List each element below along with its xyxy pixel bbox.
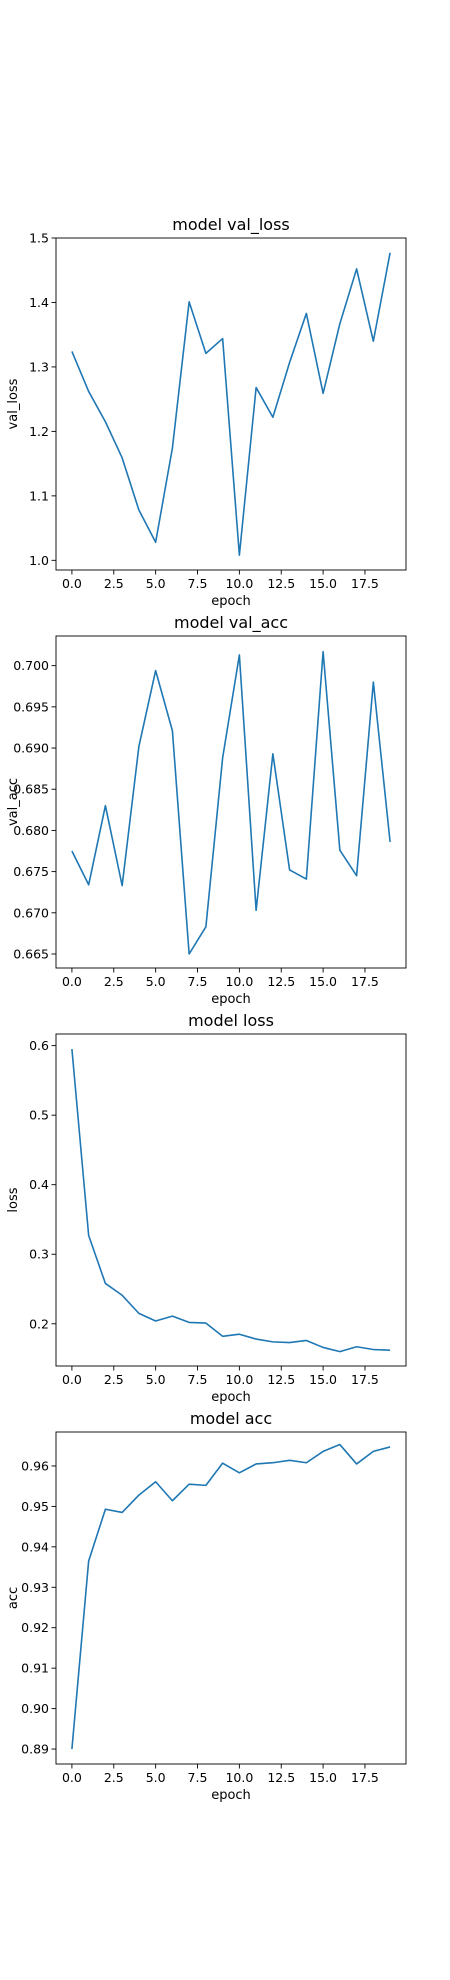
x-tick-label: 12.5 (267, 576, 295, 591)
x-tick-label: 17.5 (351, 974, 379, 989)
x-tick-label: 15.0 (309, 1770, 337, 1785)
chart-val-loss: model val_loss 0.0 2.5 5.0 7.5 10.0 12.5 15.0 17… (6, 215, 407, 609)
x-tick-label: 2.5 (104, 576, 124, 591)
x-tick-label: 12.5 (267, 974, 295, 989)
x-tick-label: 0.0 (62, 974, 82, 989)
y-tick-label: 0.2 (29, 1316, 49, 1331)
x-tick-label: 10.0 (225, 1372, 253, 1387)
y-tick-label: 0.96 (21, 1458, 49, 1473)
x-tick-label: 5.0 (146, 1372, 166, 1387)
x-tick-label: 17.5 (351, 1770, 379, 1785)
y-tick-label: 0.95 (21, 1499, 49, 1514)
x-tick-label: 15.0 (309, 576, 337, 591)
axes-frame (55, 1033, 407, 1367)
x-tick-label: 7.5 (188, 1372, 208, 1387)
y-axis-label: acc (6, 1587, 21, 1609)
y-tick-label: 1.4 (29, 295, 49, 310)
x-axis-label: epoch (211, 594, 251, 609)
x-tick-label: 10.0 (225, 1770, 253, 1785)
x-tick-label: 0.0 (62, 1770, 82, 1785)
x-tick-label: 0.0 (62, 576, 82, 591)
x-axis-label: epoch (211, 1788, 251, 1803)
x-tick-label: 17.5 (351, 576, 379, 591)
axes-frame (55, 635, 407, 969)
y-tick-label: 1.1 (29, 488, 49, 503)
x-tick-label: 10.0 (225, 974, 253, 989)
series-line (71, 1049, 391, 1353)
x-tick-label: 12.5 (267, 1372, 295, 1387)
y-tick-label: 0.3 (29, 1247, 49, 1262)
chart-val-acc: model val_acc 0.0 2.5 5.0 7.5 10.0 12.5 15.0 17.… (6, 613, 407, 1007)
y-tick-label: 1.5 (29, 231, 49, 246)
chart-title: model acc (190, 1409, 272, 1428)
chart-title: model val_acc (174, 613, 288, 633)
x-tick-label: 17.5 (351, 1372, 379, 1387)
y-tick-label: 0.94 (21, 1539, 49, 1554)
x-axis-label: epoch (211, 1390, 251, 1405)
y-tick-label: 0.4 (29, 1177, 49, 1192)
x-tick-label: 7.5 (188, 974, 208, 989)
chart-title: model loss (188, 1011, 274, 1030)
y-tick-label: 0.680 (13, 823, 49, 838)
y-tick-label: 0.93 (21, 1580, 49, 1595)
y-tick-label: 0.5 (29, 1108, 49, 1123)
y-tick-label: 0.91 (21, 1661, 49, 1676)
x-tick-label: 2.5 (104, 1372, 124, 1387)
y-tick-label: 0.675 (13, 864, 49, 879)
y-axis-label: val_loss (6, 378, 21, 429)
x-tick-label: 15.0 (309, 974, 337, 989)
y-axis-label: loss (6, 1187, 21, 1212)
x-tick-label: 5.0 (146, 576, 166, 591)
y-tick-label: 1.0 (29, 553, 49, 568)
y-tick-label: 0.90 (21, 1701, 49, 1716)
x-axis-label: epoch (211, 992, 251, 1007)
y-tick-label: 0.670 (13, 905, 49, 920)
x-tick-label: 5.0 (146, 1770, 166, 1785)
y-tick-label: 0.685 (13, 782, 49, 797)
y-tick-label: 0.89 (21, 1742, 49, 1757)
y-tick-label: 0.700 (13, 658, 49, 673)
series-line (71, 650, 391, 955)
x-tick-label: 10.0 (225, 576, 253, 591)
series-line (71, 252, 391, 556)
y-tick-label: 1.2 (29, 424, 49, 439)
x-tick-label: 2.5 (104, 974, 124, 989)
x-tick-label: 2.5 (104, 1770, 124, 1785)
chart-title: model val_loss (172, 215, 290, 235)
x-tick-label: 15.0 (309, 1372, 337, 1387)
y-tick-label: 0.92 (21, 1620, 49, 1635)
y-tick-label: 0.6 (29, 1038, 49, 1053)
y-tick-label: 0.690 (13, 741, 49, 756)
axes-frame (55, 237, 407, 571)
x-tick-label: 5.0 (146, 974, 166, 989)
chart-acc: model acc 0.0 2.5 5.0 7.5 10.0 12.5 15.0 17.5 0.8… (6, 1409, 407, 1803)
y-tick-label: 0.695 (13, 699, 49, 714)
x-tick-label: 7.5 (188, 1770, 208, 1785)
chart-loss: model loss 0.0 2.5 5.0 7.5 10.0 12.5 15.0 17.5 0.… (6, 1011, 407, 1405)
y-axis-label: val_acc (6, 778, 21, 826)
x-tick-label: 12.5 (267, 1770, 295, 1785)
axes-frame (55, 1431, 407, 1765)
y-tick-label: 1.3 (29, 359, 49, 374)
x-tick-label: 0.0 (62, 1372, 82, 1387)
series-line (71, 1443, 391, 1750)
x-tick-label: 7.5 (188, 576, 208, 591)
y-tick-label: 0.665 (13, 946, 49, 961)
